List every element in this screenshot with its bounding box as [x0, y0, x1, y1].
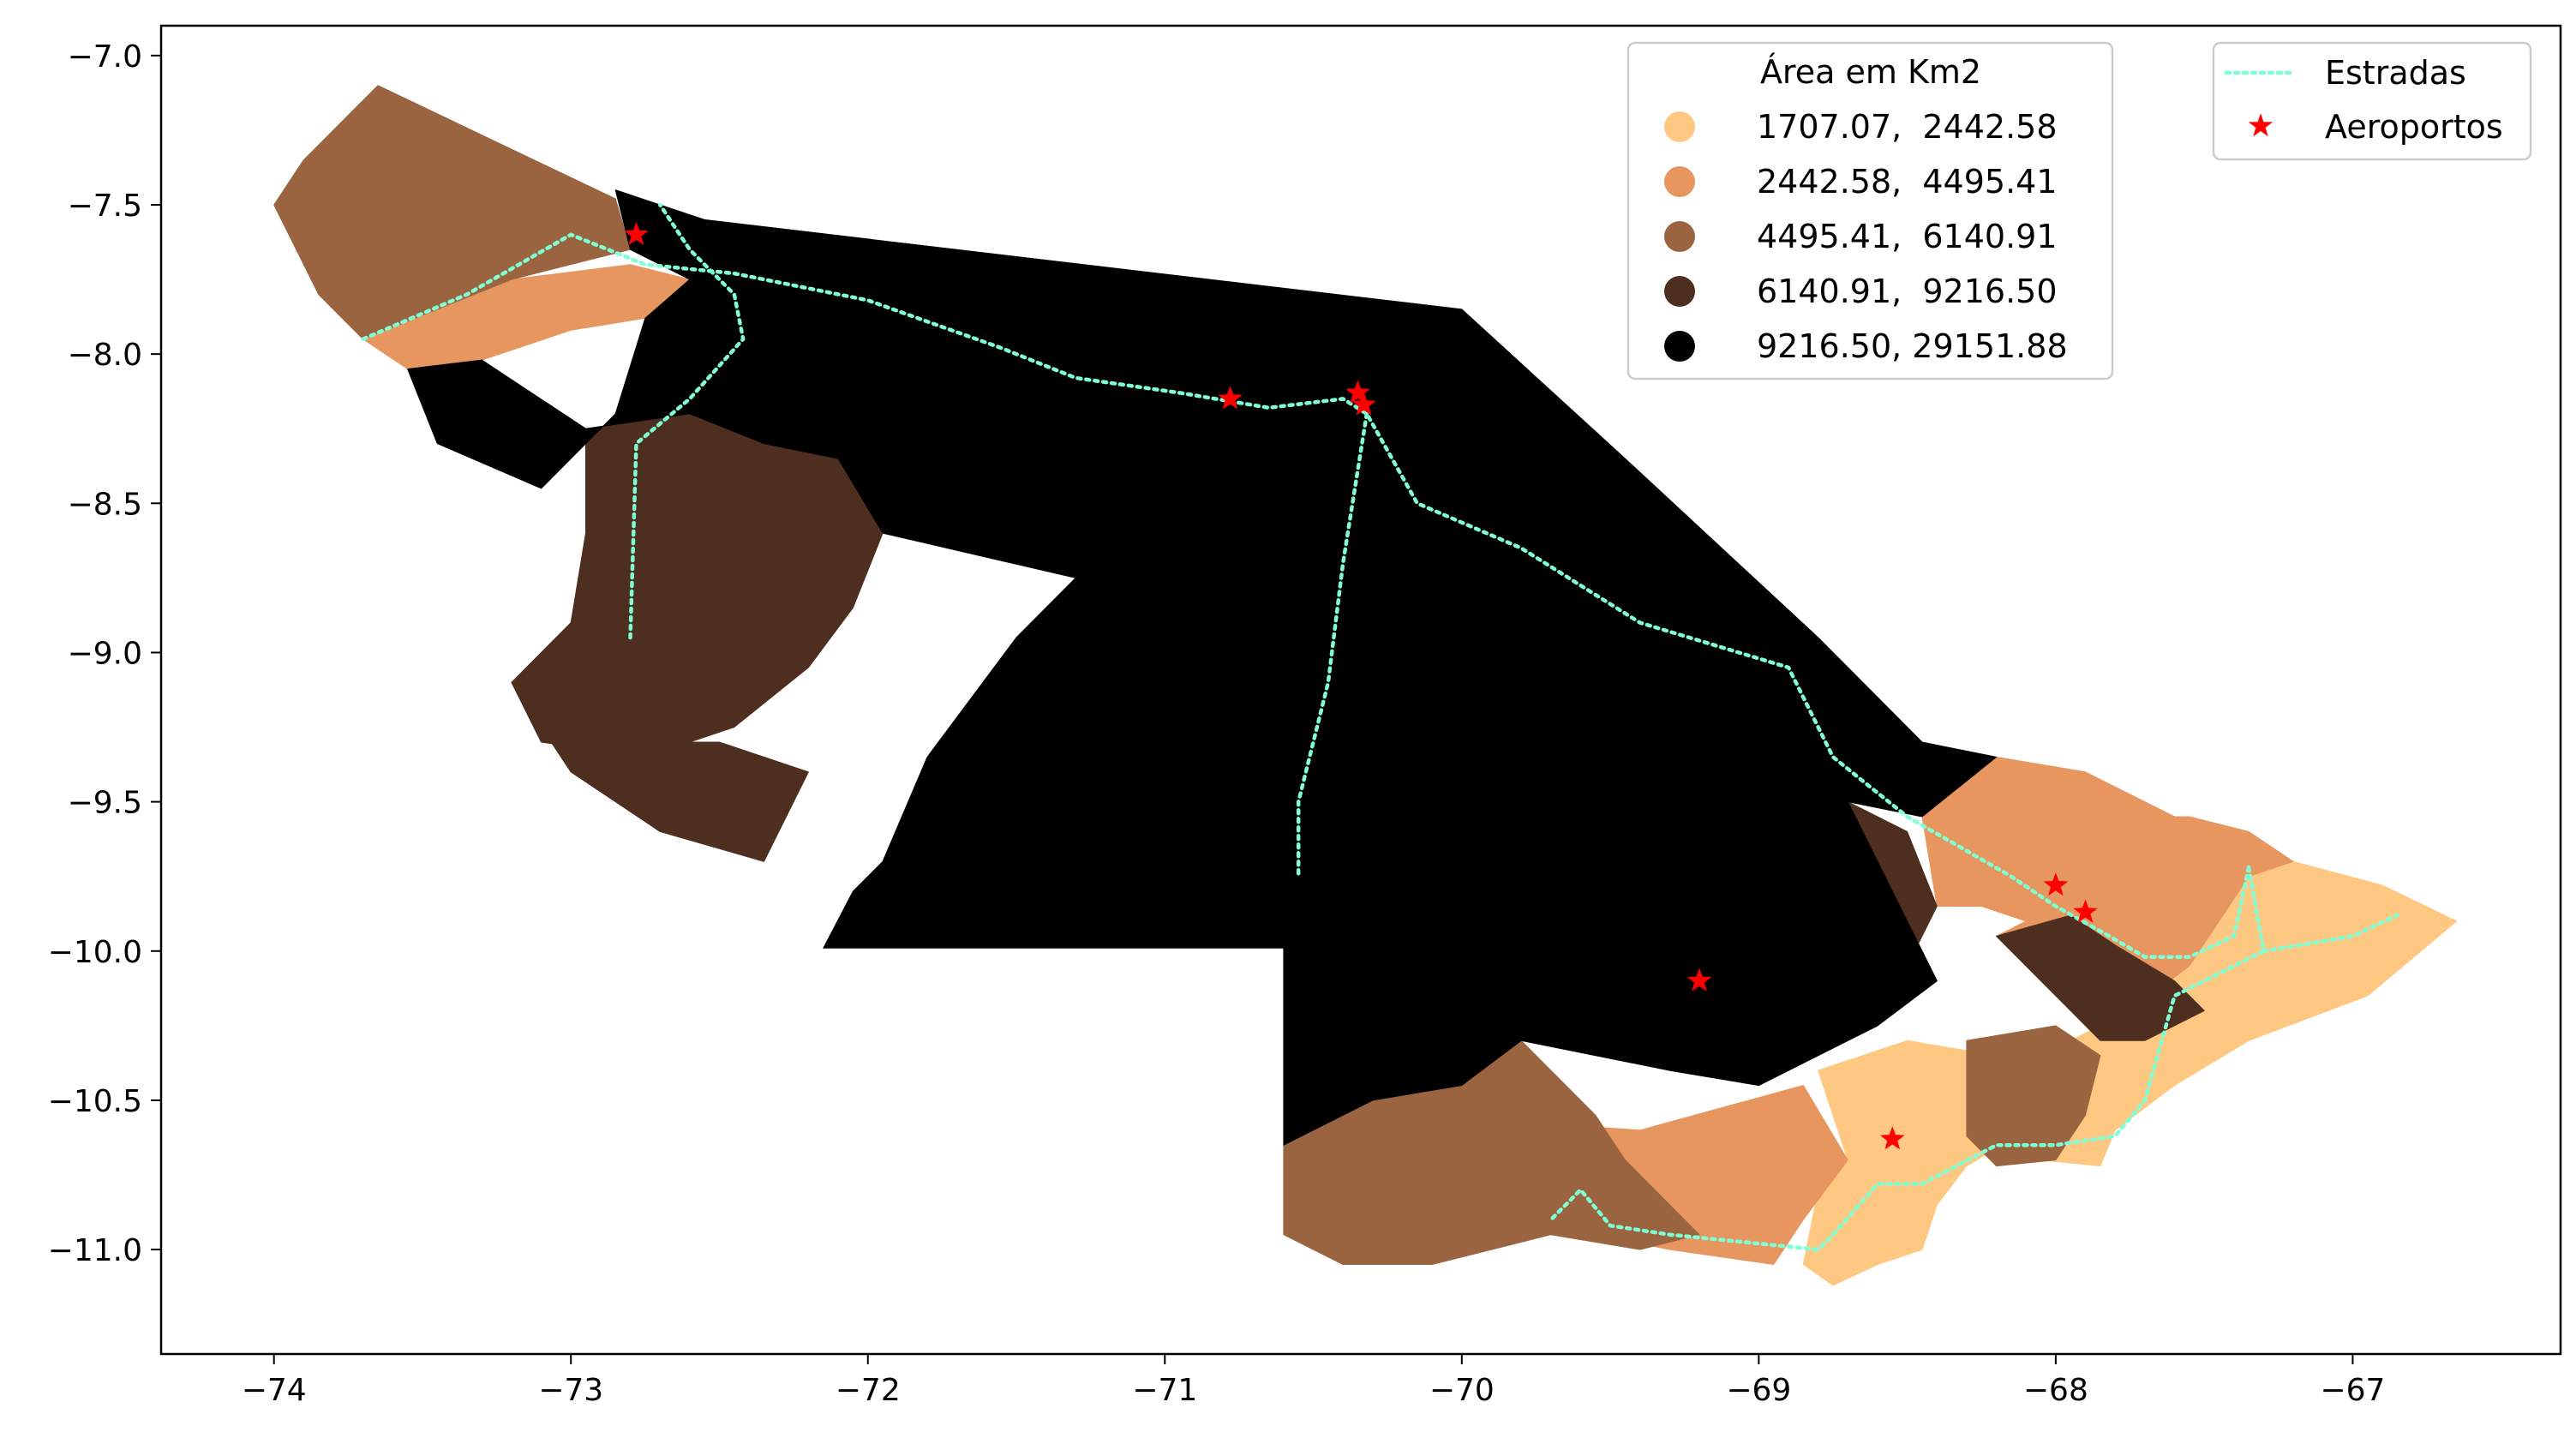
y-tick-label: −11.0: [48, 1233, 142, 1268]
y-tick-label: −7.5: [68, 189, 142, 224]
legend-area-title: Área em Km2: [1760, 53, 1981, 91]
legend-swatch: [1664, 221, 1695, 252]
x-tick-label: −72: [836, 1373, 901, 1408]
road-line: [1549, 865, 2266, 1252]
airport-star: [1880, 1126, 1905, 1150]
legend-swatch: [1664, 166, 1695, 197]
municipality-region: [1996, 914, 2205, 1041]
legend-area-label: 6140.91, 9216.50: [1757, 273, 2058, 310]
map-roads: [361, 202, 2399, 1252]
y-tick-label: −9.0: [68, 636, 142, 671]
y-tick-label: −7.0: [68, 39, 142, 75]
legend-area-entry: 6140.91, 9216.50: [1664, 273, 2058, 310]
x-tick-label: −71: [1132, 1373, 1197, 1408]
legend-swatch: [1664, 331, 1695, 362]
legend-area: Área em Km2 1707.07, 2442.58 2442.58, 44…: [1626, 41, 2114, 380]
legend-layers-frame: [2212, 41, 2532, 161]
legend-swatch: [1664, 276, 1695, 307]
airport-star: [624, 221, 649, 245]
municipality-region: [511, 681, 809, 862]
road-line: [628, 202, 746, 640]
x-tick-label: −73: [538, 1373, 603, 1408]
legend-area-entry: 2442.58, 4495.41: [1664, 163, 2058, 201]
y-axis: −7.0 −7.5 −8.0 −8.5 −9.0 −9.5 −10.0 −10.5 −11.0: [48, 39, 161, 1268]
map-regions: [273, 85, 2458, 1286]
x-tick-label: −70: [1429, 1373, 1495, 1408]
x-tick-label: −67: [2320, 1373, 2385, 1408]
legend-area-label: 9216.50, 29151.88: [1757, 327, 2068, 365]
y-tick-label: −8.5: [68, 487, 142, 522]
legend-area-label: 2442.58, 4495.41: [1757, 163, 2058, 201]
municipality-region: [1966, 1025, 2101, 1167]
x-tick-label: −69: [1726, 1373, 1791, 1408]
x-tick-label: −74: [242, 1373, 307, 1408]
municipality-region: [1921, 756, 2175, 922]
legend-area-entry: 4495.41, 6140.91: [1664, 218, 2058, 255]
airport-star: [1686, 968, 1712, 992]
airport-star: [1351, 392, 1376, 416]
x-tick-label: −68: [2023, 1373, 2088, 1408]
y-tick-label: −8.0: [68, 338, 142, 373]
plot-frame: [159, 24, 2562, 1356]
y-tick-label: −10.0: [48, 935, 142, 970]
airport-star: [2073, 899, 2098, 923]
legend-area-frame: [1626, 41, 2114, 380]
y-tick-label: −10.5: [48, 1084, 142, 1119]
legend-area-label: 4495.41, 6140.91: [1757, 218, 2058, 255]
map-airports: [624, 221, 2098, 1150]
legend-airports-label: Aeroportos: [2325, 108, 2503, 146]
municipality-region: [407, 189, 1998, 1146]
airport-star: [1218, 386, 1243, 410]
road-line: [1296, 411, 1369, 878]
legend-area-entry: 9216.50, 29151.88: [1664, 327, 2068, 365]
x-axis: −74 −73 −72 −71 −70 −69 −68 −67: [242, 1354, 2385, 1408]
legend-roads-label: Estradas: [2325, 54, 2466, 92]
legend-swatch: [1664, 111, 1695, 142]
road-line: [361, 232, 2251, 959]
y-tick-label: −9.5: [68, 786, 142, 821]
airport-star: [1345, 380, 1370, 404]
legend-area-entry: 1707.07, 2442.58: [1664, 108, 2058, 146]
legend-layers: Estradas Aeroportos: [2212, 41, 2532, 161]
legend-area-label: 1707.07, 2442.58: [1757, 108, 2058, 146]
road-line: [2261, 913, 2399, 954]
legend-airports-swatch: [2248, 113, 2273, 137]
airport-star: [2043, 872, 2069, 896]
